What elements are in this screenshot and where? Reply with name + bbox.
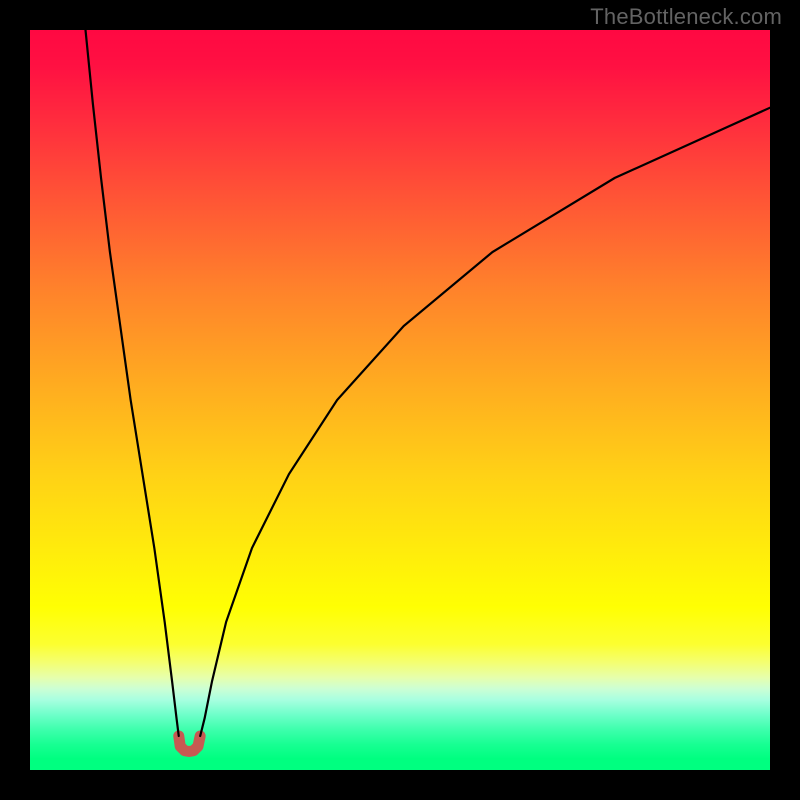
plot-area <box>30 30 770 770</box>
chart-background <box>30 30 770 770</box>
watermark-text: TheBottleneck.com <box>590 4 782 30</box>
chart-svg <box>30 30 770 770</box>
outer-frame: TheBottleneck.com <box>0 0 800 800</box>
